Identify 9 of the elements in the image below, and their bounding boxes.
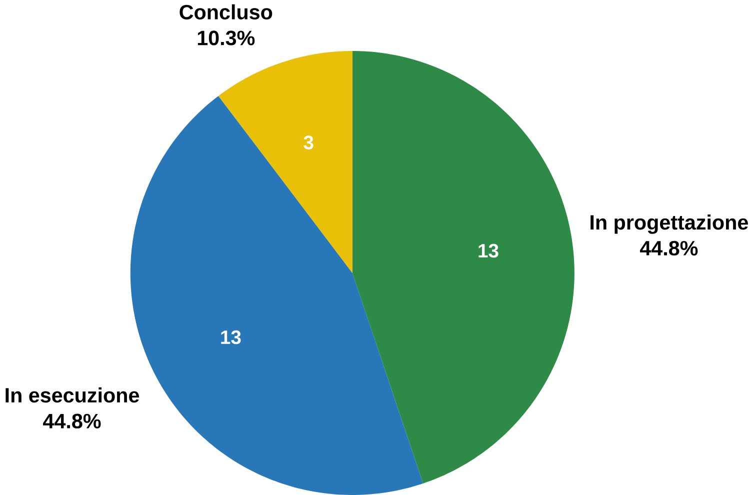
slice-label: In esecuzione [6,387,140,403]
slice-label: Concluso [180,4,272,20]
text: 13 [478,244,498,258]
data-label: 10.3% [198,30,255,46]
data-label: 44.8% [43,414,101,428]
text: 3 [304,136,314,150]
slice-label: In progettazione [590,214,748,234]
data-label: 44.8% [640,240,698,256]
text: 13 [221,330,241,344]
